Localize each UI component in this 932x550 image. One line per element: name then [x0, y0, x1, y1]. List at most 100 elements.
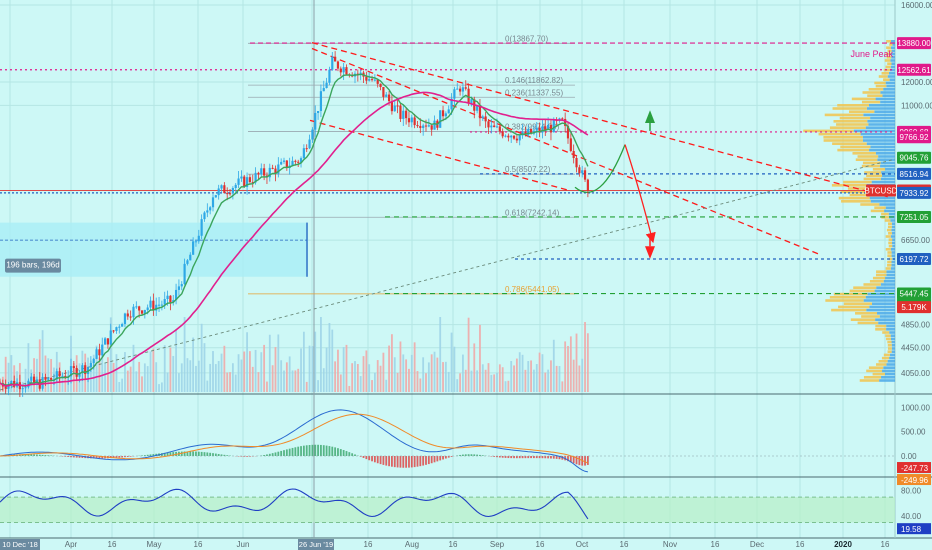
candle-body — [478, 105, 482, 119]
candle-body — [390, 101, 394, 112]
volume-profile-bar — [888, 212, 895, 216]
volume-bar — [209, 363, 212, 392]
volume-profile-bar — [879, 379, 895, 382]
volume-bar — [490, 374, 493, 392]
candle-body — [260, 168, 263, 175]
volume-profile-bar — [889, 356, 895, 360]
volume-bar — [285, 362, 288, 392]
volume-bar — [419, 378, 422, 392]
candle-body — [214, 195, 217, 198]
volume-profile-bar — [875, 318, 895, 321]
volume-profile-bar — [870, 200, 895, 203]
macd-histogram-bar — [569, 456, 572, 463]
volume-profile-bar — [890, 52, 895, 56]
macd-histogram-bar — [163, 452, 166, 456]
volume-profile-bar — [870, 209, 885, 213]
volume-bar — [192, 337, 195, 392]
volume-profile-bar — [886, 270, 895, 273]
macd-histogram-bar — [331, 446, 334, 456]
volume-bar — [337, 349, 339, 392]
volume-bar — [586, 333, 589, 392]
volume-profile-bar — [831, 184, 867, 187]
volume-profile-bar — [891, 254, 895, 257]
volume-bar — [234, 374, 237, 392]
macd-histogram-bar — [172, 452, 175, 456]
volume-bar — [356, 364, 359, 392]
macd-histogram-bar — [416, 456, 419, 467]
macd-histogram-bar — [436, 456, 439, 462]
volume-bar — [158, 384, 160, 392]
volume-bar — [515, 358, 518, 392]
macd-histogram-bar — [115, 456, 118, 458]
candle-body — [447, 109, 450, 114]
macd-histogram-bar — [578, 456, 581, 466]
volume-profile-bar — [840, 190, 871, 193]
macd-histogram-bar — [30, 454, 33, 456]
candle-body — [444, 113, 447, 117]
volume-bar — [195, 365, 197, 392]
volume-profile-bar — [824, 113, 864, 117]
candle-body — [365, 76, 368, 81]
volume-bar — [473, 343, 476, 392]
candle-body — [578, 167, 581, 174]
volume-profile-bar — [891, 264, 895, 267]
volume-profile-bar — [868, 123, 895, 126]
volume-bar — [351, 363, 354, 392]
candle-body — [422, 125, 425, 129]
volume-profile-bar — [875, 328, 887, 331]
macd-histogram-bar — [263, 454, 266, 456]
macd-histogram-bar — [345, 451, 348, 456]
volume-profile-bar — [886, 273, 895, 277]
candle-body — [316, 110, 320, 113]
volume-bar — [246, 332, 248, 392]
macd-histogram-bar — [44, 455, 47, 456]
volume-profile-bar — [885, 168, 895, 171]
volume-bar — [464, 369, 467, 392]
volume-bar — [220, 353, 223, 392]
price-label-box — [897, 131, 931, 144]
macd-histogram-bar — [337, 448, 339, 456]
candle-body — [575, 157, 578, 168]
volume-profile-bar — [855, 312, 878, 315]
macd-histogram-bar — [422, 456, 425, 466]
volume-profile-bar — [881, 356, 890, 360]
volume-bar — [544, 372, 547, 392]
volume-bar — [484, 369, 487, 392]
macd-histogram-bar — [555, 456, 558, 459]
volume-profile-bar — [878, 360, 888, 363]
time-label-box — [298, 539, 334, 550]
volume-profile-bar — [843, 180, 872, 184]
volume-bar — [334, 361, 337, 392]
volume-bar — [217, 360, 220, 392]
candle-body — [143, 309, 146, 314]
price-label-box — [897, 252, 931, 265]
volume-profile-bar — [887, 360, 895, 363]
volume-profile-bar — [863, 283, 881, 286]
volume-profile-bar — [869, 104, 895, 107]
macd-histogram-bar — [206, 452, 209, 456]
macd-histogram-bar — [334, 447, 337, 456]
candle-body — [72, 366, 75, 369]
candle-body — [314, 112, 317, 130]
volume-profile-bar — [852, 152, 876, 155]
candle-body — [487, 121, 490, 128]
volume-bar — [180, 363, 183, 392]
candle-body — [280, 161, 283, 165]
macd-histogram-bar — [214, 453, 217, 456]
projection-curve-up — [574, 144, 626, 193]
rsi-band — [0, 497, 895, 523]
volume-bar — [533, 369, 535, 392]
candle-body — [126, 313, 129, 317]
volume-profile-bar — [886, 40, 892, 43]
macd-histogram-bar — [64, 456, 67, 457]
volume-bar — [359, 376, 362, 392]
volume-profile-bar — [891, 56, 895, 59]
time-label-box — [0, 539, 40, 550]
volume-bar — [283, 370, 285, 392]
candle-body — [277, 164, 280, 174]
volume-bar — [98, 357, 101, 392]
volume-bar — [243, 351, 246, 392]
macd-histogram-bar — [143, 455, 146, 456]
macd-histogram-bar — [444, 456, 447, 459]
